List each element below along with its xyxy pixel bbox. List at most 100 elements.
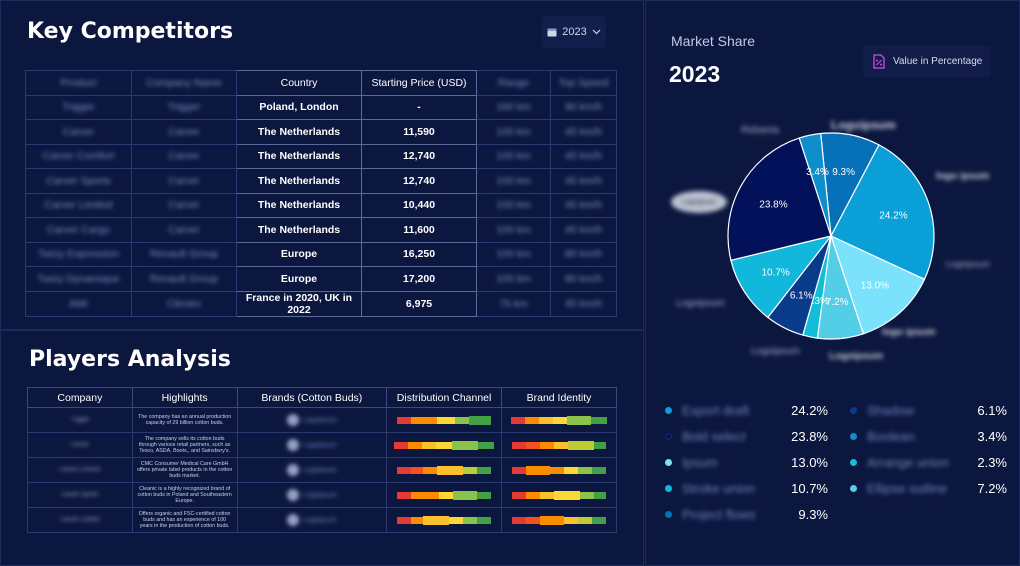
market-share-panel: Market Share 2023 Value in Percentage Re… bbox=[645, 0, 1020, 566]
bar-segment bbox=[397, 491, 412, 499]
bar-segment bbox=[526, 441, 541, 449]
table-row: Carver Sports Cleanic is a highly recogni… bbox=[27, 482, 617, 508]
bar-segment bbox=[525, 416, 540, 424]
table-cell: 100 km bbox=[476, 241, 551, 267]
legend-swatch bbox=[665, 433, 672, 440]
legend-label: Ellipse outline bbox=[867, 481, 948, 496]
company-cell: Carver Sports bbox=[27, 482, 133, 508]
legend-item: Boolean 3.4% bbox=[850, 429, 1007, 444]
table-cell: 100 km bbox=[476, 192, 551, 218]
table-cell: 11,600 bbox=[361, 217, 477, 243]
table-cell: 100 km bbox=[476, 143, 551, 169]
bar-segment bbox=[477, 491, 492, 499]
table-cell: Renault Group bbox=[131, 266, 237, 292]
distribution-bar-cell bbox=[386, 432, 503, 458]
bar-segment bbox=[564, 466, 579, 474]
col-header: Company Name bbox=[131, 70, 237, 96]
competitor-logo: Rebanta bbox=[741, 125, 779, 136]
legend-item: Arrange union 2.3% bbox=[850, 455, 1007, 470]
table-cell: 11,590 bbox=[361, 119, 477, 145]
bar-segment bbox=[512, 516, 527, 524]
table-cell: 90 km/h bbox=[550, 94, 617, 120]
distribution-bar bbox=[387, 490, 501, 500]
brand-name: Logoipsum bbox=[302, 491, 337, 499]
bar-segment bbox=[453, 490, 478, 500]
col-header: Company bbox=[27, 387, 133, 408]
company-cell: Carver bbox=[27, 432, 133, 458]
table-cell: Twizy Dynamique bbox=[25, 266, 132, 292]
brand-logo-mark bbox=[286, 439, 299, 451]
legend-swatch bbox=[665, 511, 672, 518]
brand-logo-mark bbox=[286, 514, 299, 526]
table-cell: Carver bbox=[131, 192, 237, 218]
legend-label: Ipsum bbox=[682, 455, 718, 470]
bar-segment bbox=[423, 416, 438, 424]
table-row: Trigger The company has an annual product… bbox=[27, 407, 617, 433]
table-cell: 45 km/h bbox=[550, 168, 617, 194]
bar-segment bbox=[477, 466, 492, 474]
bar-segment bbox=[469, 415, 492, 425]
highlight-cell: Cleanic is a highly recognized brand of … bbox=[131, 482, 238, 508]
pie-slice-label: 2.3% bbox=[806, 296, 829, 307]
bar-segment bbox=[463, 466, 478, 474]
table-cell: The Netherlands bbox=[236, 119, 362, 145]
year-dropdown[interactable]: 2023 bbox=[542, 16, 606, 48]
competitor-logo: Logoipsum bbox=[751, 346, 800, 357]
company-cell: Carver Comfort bbox=[27, 457, 133, 483]
table-cell: Carver Cargo bbox=[25, 217, 132, 243]
bar-segment bbox=[397, 466, 412, 474]
bar-segment bbox=[550, 466, 565, 474]
bar-segment bbox=[564, 516, 579, 524]
bar-segment bbox=[567, 415, 592, 425]
toggle-label: Value in Percentage bbox=[893, 55, 983, 67]
pie-slice-label: 24.2% bbox=[879, 210, 907, 221]
table-row: Carver Limited Carver The Netherlands 10,44… bbox=[25, 192, 617, 218]
table-cell: 12,740 bbox=[361, 143, 477, 169]
players-analysis-title: Players Analysis bbox=[29, 347, 231, 372]
competitor-logo: logo ipsum bbox=[936, 171, 990, 182]
bar-segment bbox=[397, 416, 412, 424]
legend-swatch bbox=[665, 407, 672, 414]
bar-segment bbox=[411, 516, 424, 524]
table-row: Carver Comfort CMC Consumer Medical Care … bbox=[27, 457, 617, 483]
brand-identity-bar bbox=[502, 415, 616, 425]
brand-cell: Logoipsum bbox=[236, 432, 388, 458]
bar-segment bbox=[439, 491, 454, 499]
table-row: Twizy Expression Renault Group Europe 16,25… bbox=[25, 241, 617, 267]
year-dropdown-value: 2023 bbox=[562, 26, 587, 38]
legend-item: Shadow 6.1% bbox=[850, 403, 1007, 418]
table-cell: 75 km bbox=[476, 290, 551, 317]
table-cell: Citroën bbox=[131, 290, 237, 317]
brand-logo: Logoipsum bbox=[238, 489, 387, 501]
table-cell: The Netherlands bbox=[236, 143, 362, 169]
competitor-logo: logo ipsum bbox=[882, 327, 936, 338]
brand-logo-mark bbox=[286, 489, 299, 501]
table-cell: Trigger bbox=[25, 94, 132, 120]
bar-segment bbox=[478, 441, 495, 449]
value-in-percentage-toggle[interactable]: Value in Percentage bbox=[863, 45, 991, 77]
brand-identity-bar bbox=[502, 440, 616, 450]
legend-label: Export draft bbox=[682, 403, 750, 418]
competitor-logo: Logoipsum bbox=[671, 191, 727, 213]
distribution-bar bbox=[387, 465, 501, 475]
legend-item: Bold select 23.8% bbox=[665, 429, 828, 444]
highlight-cell: CMC Consumer Medical Care GmbH offers pr… bbox=[131, 457, 238, 483]
table-cell: Carver bbox=[25, 119, 132, 145]
market-share-title: Market Share bbox=[671, 33, 756, 49]
table-row: Carver Comfort Carver The Netherlands 12,74… bbox=[25, 143, 617, 169]
table-cell: Carver bbox=[131, 168, 237, 194]
brand-identity-bar bbox=[502, 465, 616, 475]
legend-swatch bbox=[665, 459, 672, 466]
table-header-row: Product Company Name Country Starting Pr… bbox=[25, 70, 617, 96]
pie-slice bbox=[730, 235, 833, 319]
bar-segment bbox=[511, 416, 526, 424]
bar-segment bbox=[397, 516, 412, 524]
brand-identity-bar bbox=[502, 490, 616, 500]
legend-label: Bold select bbox=[682, 429, 746, 444]
legend-value: 7.2% bbox=[977, 481, 1007, 496]
company-cell: Carver Limited bbox=[27, 507, 133, 533]
table-cell: Europe bbox=[236, 241, 362, 267]
bar-segment bbox=[437, 416, 456, 424]
highlight-cell: The company has an annual production cap… bbox=[131, 407, 238, 433]
bar-segment bbox=[436, 441, 453, 449]
